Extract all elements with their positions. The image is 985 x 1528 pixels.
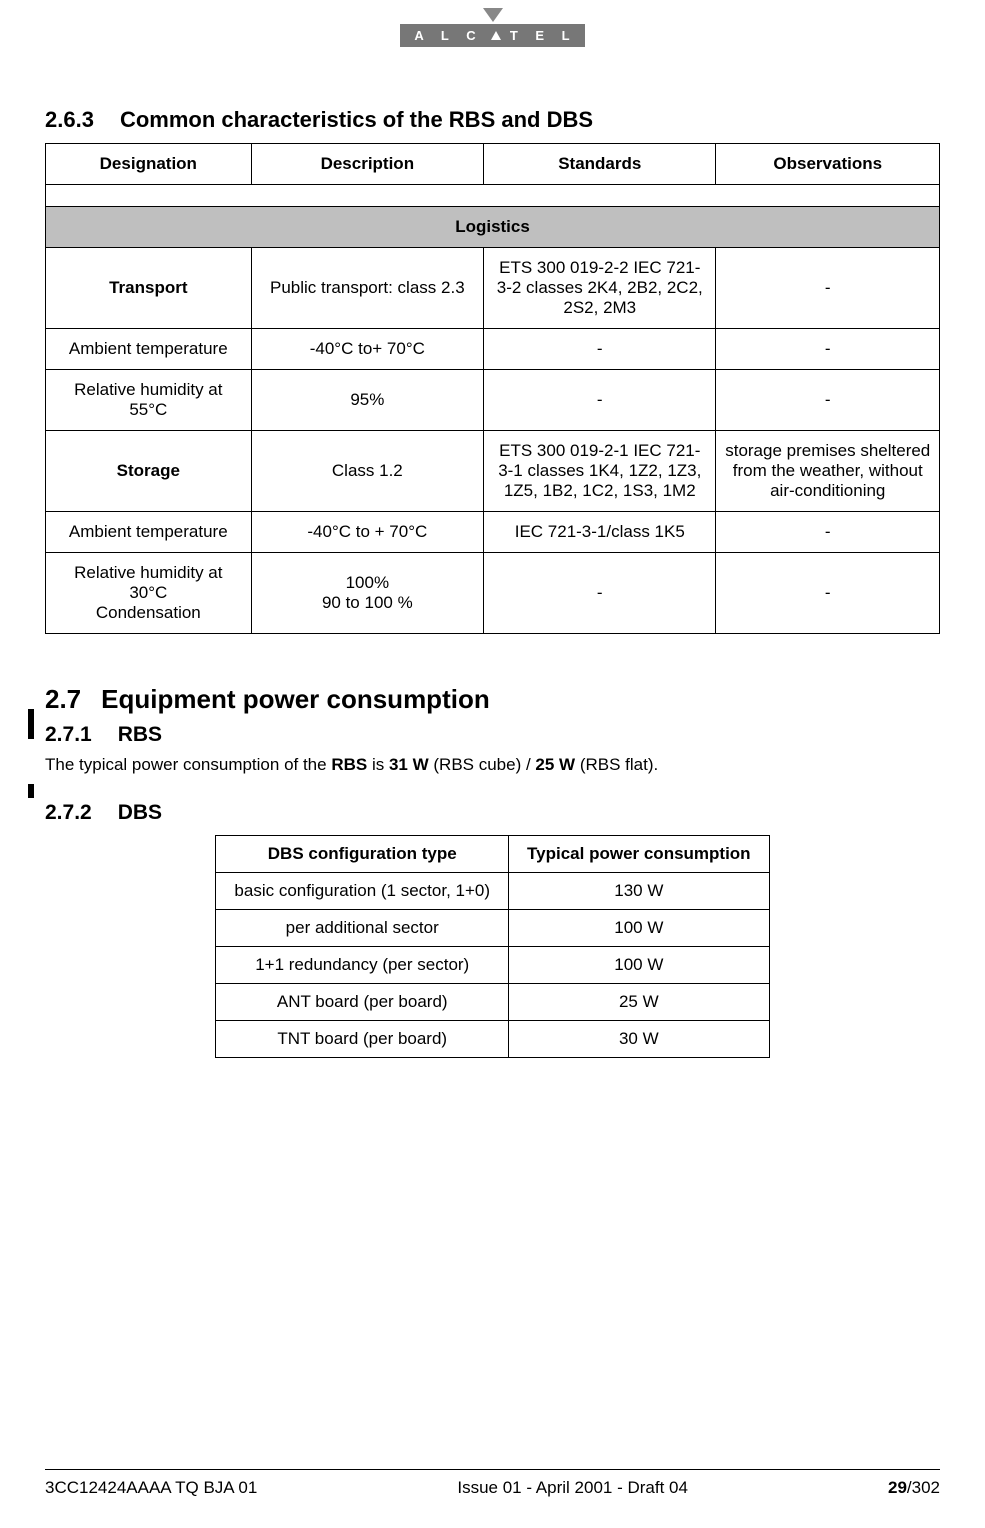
page-current: 29 [888, 1478, 907, 1497]
heading-number: 2.7 [45, 684, 81, 714]
table-row: Ambient temperature-40°C to+ 70°C-- [46, 329, 940, 370]
table-cell: - [484, 370, 716, 431]
table-cell: - [484, 553, 716, 634]
table-cell: Ambient temperature [46, 512, 252, 553]
rbs-paragraph: The typical power consumption of the RBS… [45, 755, 940, 775]
table-row: basic configuration (1 sector, 1+0)130 W [216, 873, 769, 910]
table-row: Relative humidity at 30°CCondensation100… [46, 553, 940, 634]
table-cell: 130 W [509, 873, 770, 910]
dbs-table: DBS configuration type Typical power con… [215, 835, 769, 1058]
table-cell: Public transport: class 2.3 [251, 248, 483, 329]
text-bold: 31 W [389, 755, 429, 774]
table-cell: - [716, 553, 940, 634]
text: (RBS cube) / [429, 755, 536, 774]
heading-title: Common characteristics of the RBS and DB… [120, 107, 593, 132]
table-cell: - [716, 248, 940, 329]
table-row: per additional sector100 W [216, 910, 769, 947]
footer-issue: Issue 01 - April 2001 - Draft 04 [457, 1478, 688, 1498]
heading-number: 2.7.2 [45, 801, 92, 824]
text: The typical power consumption of the [45, 755, 331, 774]
table-cell: 100 W [509, 947, 770, 984]
table-cell: 30 W [509, 1021, 770, 1058]
table-cell: Relative humidity at 30°CCondensation [46, 553, 252, 634]
table-cell: TNT board (per board) [216, 1021, 509, 1058]
header-logo: A L C T E L [0, 0, 985, 47]
text: is [367, 755, 389, 774]
table-cell: Ambient temperature [46, 329, 252, 370]
col-header: Description [251, 144, 483, 185]
table-cell: - [716, 329, 940, 370]
col-header: Designation [46, 144, 252, 185]
table-cell: IEC 721-3-1/class 1K5 [484, 512, 716, 553]
col-header: Observations [716, 144, 940, 185]
footer-doc-id: 3CC12424AAAA TQ BJA 01 [45, 1478, 257, 1498]
change-bar-icon [28, 709, 34, 739]
table-row: Ambient temperature-40°C to + 70°CIEC 72… [46, 512, 940, 553]
heading-title: DBS [118, 801, 162, 824]
heading-2-7-2: 2.7.2 DBS [45, 801, 940, 825]
col-header: Standards [484, 144, 716, 185]
table-cell: ETS 300 019-2-2 IEC 721-3-2 classes 2K4,… [484, 248, 716, 329]
table-cell: - [716, 370, 940, 431]
table-cell: storage premises sheltered from the weat… [716, 431, 940, 512]
logo-triangle-icon [483, 8, 503, 22]
table-cell: Storage [46, 431, 252, 512]
page-total: /302 [907, 1478, 940, 1497]
table-cell: per additional sector [216, 910, 509, 947]
col-header: DBS configuration type [216, 836, 509, 873]
table-row: 1+1 redundancy (per sector)100 W [216, 947, 769, 984]
table-cell: basic configuration (1 sector, 1+0) [216, 873, 509, 910]
heading-number: 2.7.1 [45, 723, 92, 746]
heading-2-7: 2.7 Equipment power consumption [45, 684, 940, 715]
text: (RBS flat). [575, 755, 658, 774]
page-footer: 3CC12424AAAA TQ BJA 01 Issue 01 - April … [45, 1469, 940, 1498]
table-group-row: Logistics [46, 207, 940, 248]
table-cell: ANT board (per board) [216, 984, 509, 1021]
table-cell: -40°C to+ 70°C [251, 329, 483, 370]
table-cell: 95% [251, 370, 483, 431]
heading-title: RBS [118, 723, 162, 746]
table-cell: Class 1.2 [251, 431, 483, 512]
col-header: Typical power consumption [509, 836, 770, 873]
group-title: Logistics [46, 207, 940, 248]
heading-2-6-3: 2.6.3 Common characteristics of the RBS a… [45, 107, 940, 133]
table-cell: Transport [46, 248, 252, 329]
table-cell: ETS 300 019-2-1 IEC 721-3-1 classes 1K4,… [484, 431, 716, 512]
heading-title: Equipment power consumption [101, 684, 490, 714]
table-row: TransportPublic transport: class 2.3ETS … [46, 248, 940, 329]
table-row: ANT board (per board)25 W [216, 984, 769, 1021]
table-header-row: Designation Description Standards Observ… [46, 144, 940, 185]
table-cell: -40°C to + 70°C [251, 512, 483, 553]
heading-2-7-1: 2.7.1 RBS [45, 723, 940, 747]
text-bold: RBS [331, 755, 367, 774]
table-cell: 1+1 redundancy (per sector) [216, 947, 509, 984]
table-row: TNT board (per board)30 W [216, 1021, 769, 1058]
text-bold: 25 W [535, 755, 575, 774]
table-cell: 100 W [509, 910, 770, 947]
table-header-row: DBS configuration type Typical power con… [216, 836, 769, 873]
characteristics-table: Designation Description Standards Observ… [45, 143, 940, 634]
table-row: Relative humidity at 55°C95%-- [46, 370, 940, 431]
table-cell: - [716, 512, 940, 553]
logo-text: A L C T E L [400, 24, 584, 47]
change-bar-icon [28, 784, 34, 798]
table-cell: 100%90 to 100 % [251, 553, 483, 634]
heading-number: 2.6.3 [45, 107, 94, 132]
footer-page: 29/302 [888, 1478, 940, 1498]
table-cell: - [484, 329, 716, 370]
table-row: StorageClass 1.2ETS 300 019-2-1 IEC 721-… [46, 431, 940, 512]
table-cell: 25 W [509, 984, 770, 1021]
table-cell: Relative humidity at 55°C [46, 370, 252, 431]
